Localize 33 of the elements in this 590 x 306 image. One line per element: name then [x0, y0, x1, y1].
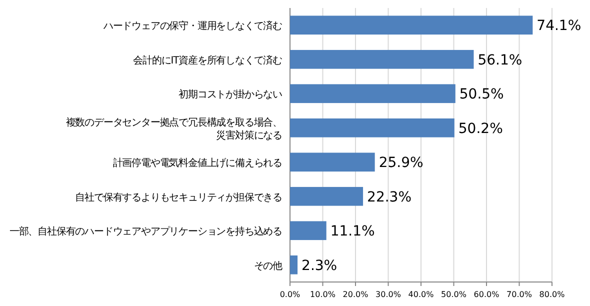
data-label: 50.5% — [459, 86, 504, 103]
y-tick-label: 会計的にIT資産を所有しなくて済む — [133, 54, 283, 66]
x-tick-label: 60.0% — [474, 290, 500, 299]
bar — [290, 16, 533, 35]
x-tick-label: 0.0% — [280, 290, 301, 299]
x-tick-label: 50.0% — [441, 290, 467, 299]
bar — [290, 50, 474, 69]
x-tick-label: 20.0% — [342, 290, 369, 299]
y-tick-label: 計画停電や電気料金値上げに備えられる — [112, 157, 282, 170]
y-tick-label: 複数のデータセンター拠点で冗長構成を取る場合、災害対策になる — [66, 116, 282, 142]
y-tick-label: ハードウェアの保守・運用をしなくて済む — [102, 20, 283, 32]
bar — [290, 118, 454, 138]
data-label: 50.2% — [458, 120, 503, 137]
y-tick-label: 初期コストが掛からない — [178, 88, 283, 101]
data-label: 11.1% — [330, 224, 375, 240]
y-tick-label: 一部、自社保有のハードウェアやアプリケーションを持ち込める — [9, 226, 282, 238]
data-label: 2.3% — [302, 258, 338, 274]
bar — [290, 221, 326, 240]
x-tick-label: 10.0% — [310, 290, 336, 299]
data-label: 56.1% — [478, 52, 522, 68]
y-tick-label: 自社で保有するよりもセキュリティが担保できる — [75, 191, 282, 204]
data-label: 22.3% — [367, 189, 412, 206]
data-label: 74.1% — [536, 18, 582, 34]
x-tick-label: 30.0% — [376, 290, 402, 299]
bar — [290, 186, 364, 206]
bar — [290, 255, 298, 274]
x-tick-label: 40.0% — [408, 290, 434, 299]
data-label: 25.9% — [378, 155, 424, 172]
x-tick-label: 70.0% — [506, 290, 532, 299]
bar — [290, 152, 375, 172]
bar — [290, 84, 456, 104]
x-tick-label: 80.0% — [539, 290, 566, 299]
y-tick-label: その他 — [254, 260, 283, 272]
